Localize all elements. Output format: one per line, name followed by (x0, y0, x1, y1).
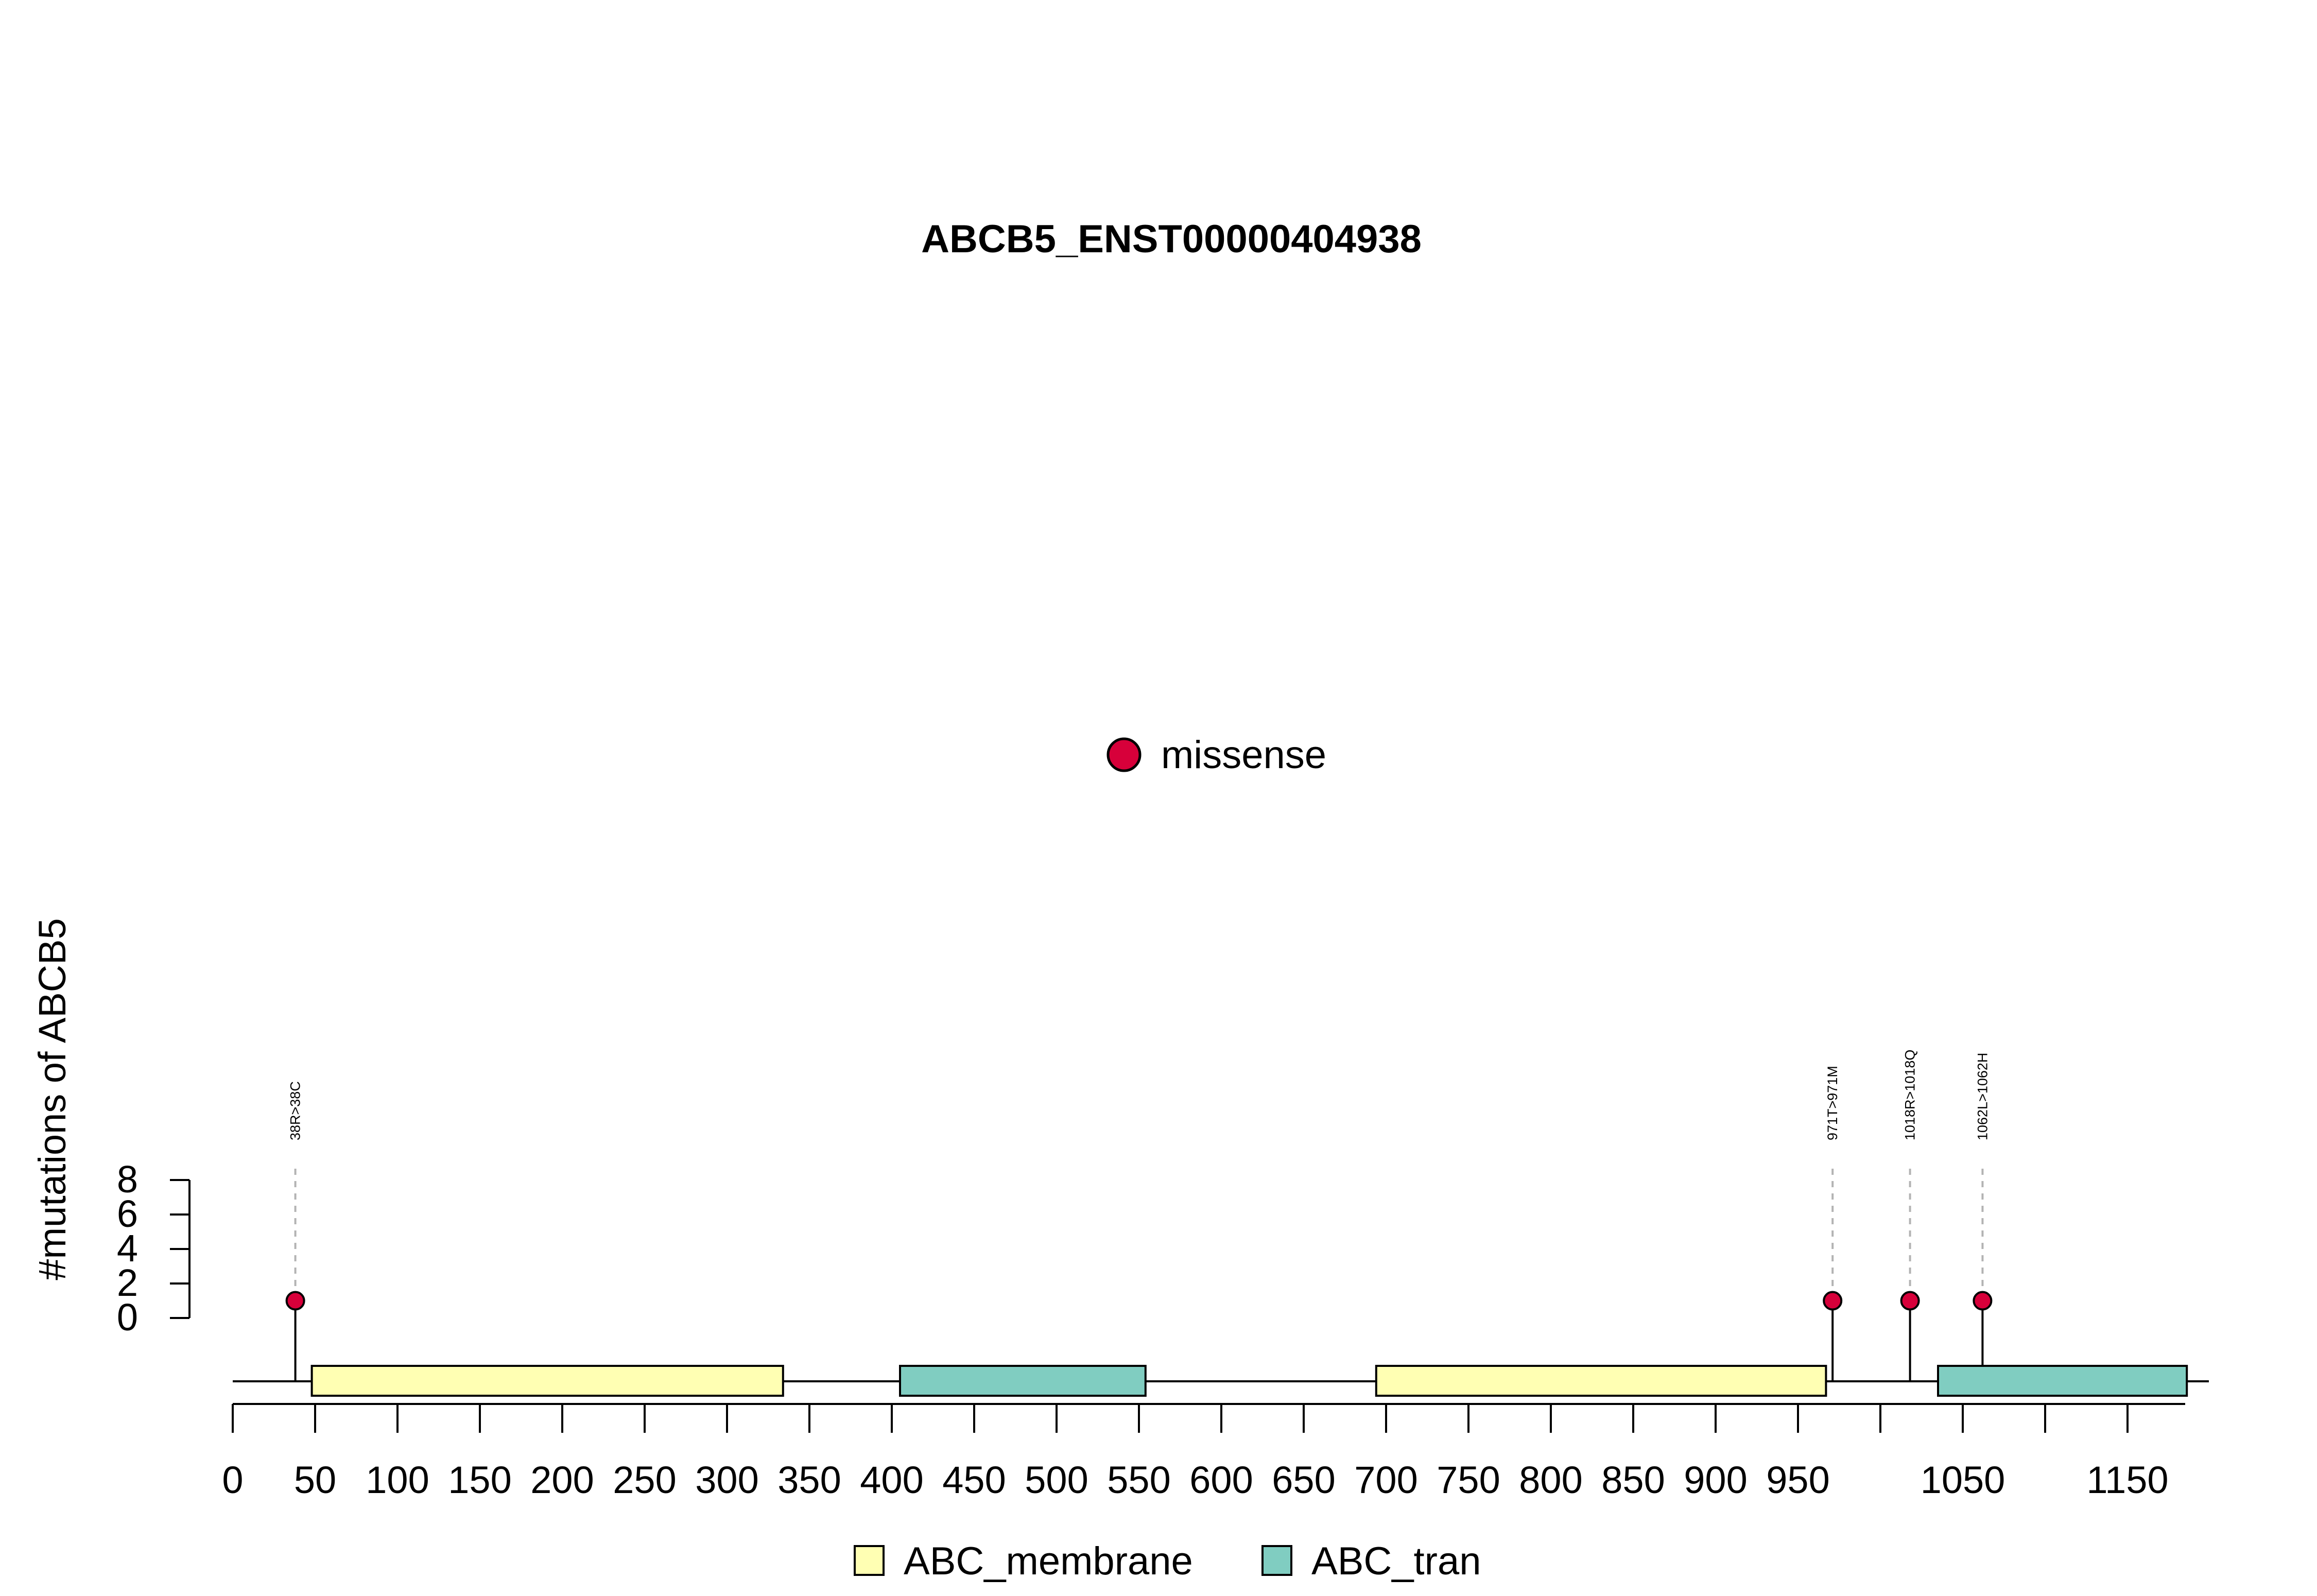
mutation-legend-marker (1106, 737, 1142, 772)
mutation-point (1973, 1291, 1993, 1311)
x-tick-label: 100 (366, 1459, 429, 1501)
x-tick-label: 800 (1519, 1459, 1582, 1501)
domain-box (1937, 1365, 2188, 1397)
domain-box (310, 1365, 784, 1397)
y-tick-label: 8 (117, 1158, 138, 1201)
protein-domains (310, 1365, 2188, 1397)
x-tick-label: 600 (1189, 1459, 1253, 1501)
mutation-label: 38R>38C (288, 1081, 303, 1140)
domain-legend-label: ABC_membrane (904, 1539, 1193, 1583)
domain-legend-swatch (854, 1545, 885, 1576)
mutation-legend: missense (1106, 733, 1326, 777)
mutation-label: 1062L>1062H (1975, 1053, 1990, 1140)
x-tick-label: 550 (1107, 1459, 1170, 1501)
x-tick-label: 1050 (1921, 1459, 2005, 1501)
x-tick-label: 400 (860, 1459, 923, 1501)
x-tick-label: 200 (530, 1459, 594, 1501)
x-tick-label: 900 (1684, 1459, 1747, 1501)
chart-title: ABCB5_ENST00000404938 (921, 217, 1422, 261)
mutation-legend-label: missense (1161, 733, 1326, 777)
x-tick-label: 750 (1437, 1459, 1500, 1501)
x-tick-label: 450 (942, 1459, 1006, 1501)
x-tick-label: 250 (613, 1459, 676, 1501)
y-axis-label: #mutations of ABCB5 (31, 918, 74, 1280)
x-tick-label: 950 (1766, 1459, 1829, 1501)
x-tick-label: 850 (1601, 1459, 1665, 1501)
x-tick-label: 700 (1354, 1459, 1417, 1501)
domain-legend-label: ABC_tran (1311, 1539, 1481, 1583)
x-tick-label: 0 (222, 1459, 243, 1501)
x-tick-label: 300 (695, 1459, 758, 1501)
y-tick-label: 0 (117, 1296, 138, 1339)
domain-box (1375, 1365, 1827, 1397)
y-tick-label: 2 (117, 1261, 138, 1304)
y-tick-label: 4 (117, 1227, 138, 1270)
mutation-label: 971T>971M (1825, 1066, 1840, 1140)
x-tick-label: 150 (448, 1459, 511, 1501)
mutation-point (1823, 1291, 1843, 1311)
y-tick-label: 6 (117, 1192, 138, 1235)
domain-box (899, 1365, 1147, 1397)
x-tick-label: 50 (294, 1459, 336, 1501)
x-tick-label: 350 (777, 1459, 841, 1501)
domain-legend-swatch (1261, 1545, 1292, 1576)
domain-legend: ABC_membrane ABC_tran (854, 1539, 1481, 1583)
x-tick-label: 1150 (2086, 1459, 2168, 1501)
mutation-label: 1018R>1018Q (1903, 1050, 1918, 1140)
x-axis: 0 50 100 150 200 250 300 350 400 450 500 550 600 650 7… (222, 1403, 2185, 1501)
mutation-point (285, 1291, 305, 1311)
x-tick-label: 650 (1272, 1459, 1335, 1501)
x-tick-label: 500 (1025, 1459, 1088, 1501)
mutation-lollipops: 38R>38C 971T>971M 1018R>1018Q 1062L>1062H (285, 1050, 1993, 1381)
mutation-point (1900, 1291, 1920, 1311)
